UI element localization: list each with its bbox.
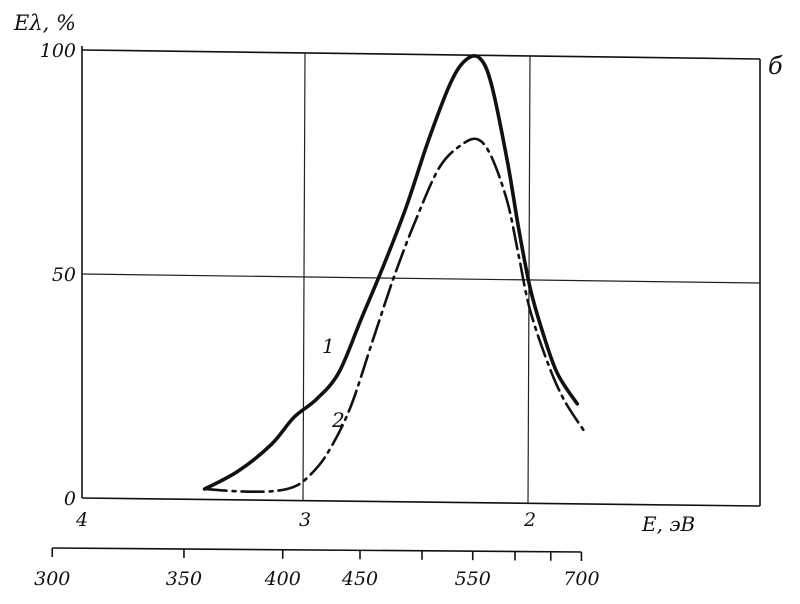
series-1-label: 1 xyxy=(322,334,335,358)
x-axis-line xyxy=(81,497,761,507)
gridline-3ev xyxy=(302,52,306,501)
series-2-label: 2 xyxy=(331,408,345,432)
x-wavelength-tick-label: 350 xyxy=(166,568,202,590)
axes xyxy=(51,46,761,561)
gridlines xyxy=(81,52,761,505)
x-axis-label: E, эВ xyxy=(641,512,695,536)
x-energy-tick-label: 3 xyxy=(299,509,311,531)
x-wavelength-tick-label: 450 xyxy=(341,568,378,590)
series-1-line xyxy=(202,54,580,491)
x-wavelength-tick-label: 300 xyxy=(34,568,70,590)
x-wavelength-tick-label: 400 xyxy=(264,568,301,590)
wavelength-axis-line xyxy=(52,547,582,553)
series-group xyxy=(202,54,586,494)
gridline-50 xyxy=(81,273,761,284)
y-tick-label: 50 xyxy=(52,264,76,286)
top-border-line xyxy=(81,49,761,60)
y-tick-label: 100 xyxy=(40,40,76,62)
x-energy-tick-label: 2 xyxy=(523,509,536,531)
y-tick-label: 0 xyxy=(64,488,76,510)
x-wavelength-tick-label: 700 xyxy=(563,568,599,590)
x-wavelength-tick-label: 550 xyxy=(455,568,491,590)
y-axis-label: Eλ, % xyxy=(13,11,76,35)
panel-label: б xyxy=(768,52,783,80)
series-2-line xyxy=(203,137,586,494)
x-energy-tick-label: 4 xyxy=(75,509,88,531)
tick-labels: 0 50 100 4 3 2 300 350 400 450 550 700 xyxy=(34,40,599,590)
